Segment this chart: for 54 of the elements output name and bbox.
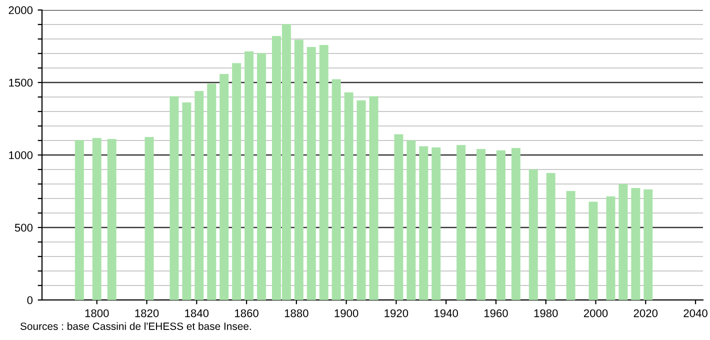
x-tick-label: 1800 — [85, 309, 109, 318]
bar — [528, 169, 538, 300]
bar — [232, 63, 242, 300]
source-note: Sources : base Cassini de l'EHESS et base Insee. — [20, 322, 251, 330]
y-tick-label: 1000 — [9, 151, 33, 160]
x-tick-label: 1860 — [235, 309, 258, 318]
y-tick-label: 1500 — [9, 78, 33, 87]
bar — [220, 74, 229, 300]
bar — [546, 172, 556, 300]
bar — [144, 137, 154, 300]
bar — [294, 40, 304, 300]
bar — [182, 102, 192, 300]
x-tick-label: 1960 — [484, 309, 508, 318]
bar — [394, 134, 404, 300]
bar — [369, 96, 378, 300]
bar — [170, 96, 179, 300]
x-tick-label: 2020 — [634, 309, 658, 318]
bar — [194, 91, 204, 300]
y-tick-label: 2000 — [8, 6, 33, 14]
bar — [456, 144, 466, 300]
bar — [496, 150, 506, 300]
x-tick-label: 1980 — [534, 309, 558, 318]
bar — [356, 100, 366, 300]
y-tick-label: 0 — [27, 296, 33, 304]
y-tick-label: 500 — [14, 224, 33, 232]
x-tick-label: 2040 — [684, 309, 708, 318]
bar — [511, 148, 520, 300]
bar — [207, 84, 216, 300]
x-tick-label: 1920 — [384, 309, 408, 318]
x-tick-label: 1840 — [185, 309, 209, 318]
bar — [419, 146, 428, 300]
bar — [344, 92, 354, 300]
bar — [606, 196, 616, 300]
x-tick-label: 1820 — [135, 309, 159, 318]
bar — [92, 138, 102, 300]
x-tick-label: 1900 — [334, 309, 358, 318]
bar — [566, 190, 576, 300]
bar — [432, 147, 441, 300]
bar — [257, 53, 266, 300]
bar — [244, 51, 254, 300]
bar — [332, 79, 341, 300]
bar — [319, 44, 328, 300]
bar — [306, 46, 316, 300]
bar — [618, 184, 628, 300]
bar — [644, 189, 653, 300]
bar — [476, 149, 486, 300]
x-tick-label: 1880 — [284, 309, 308, 318]
x-tick-label: 2000 — [584, 309, 608, 318]
x-tick-label: 1940 — [434, 309, 458, 318]
bar — [588, 202, 598, 300]
bar — [107, 139, 116, 300]
bar — [406, 140, 416, 300]
bar — [631, 188, 640, 300]
bar — [74, 140, 84, 300]
